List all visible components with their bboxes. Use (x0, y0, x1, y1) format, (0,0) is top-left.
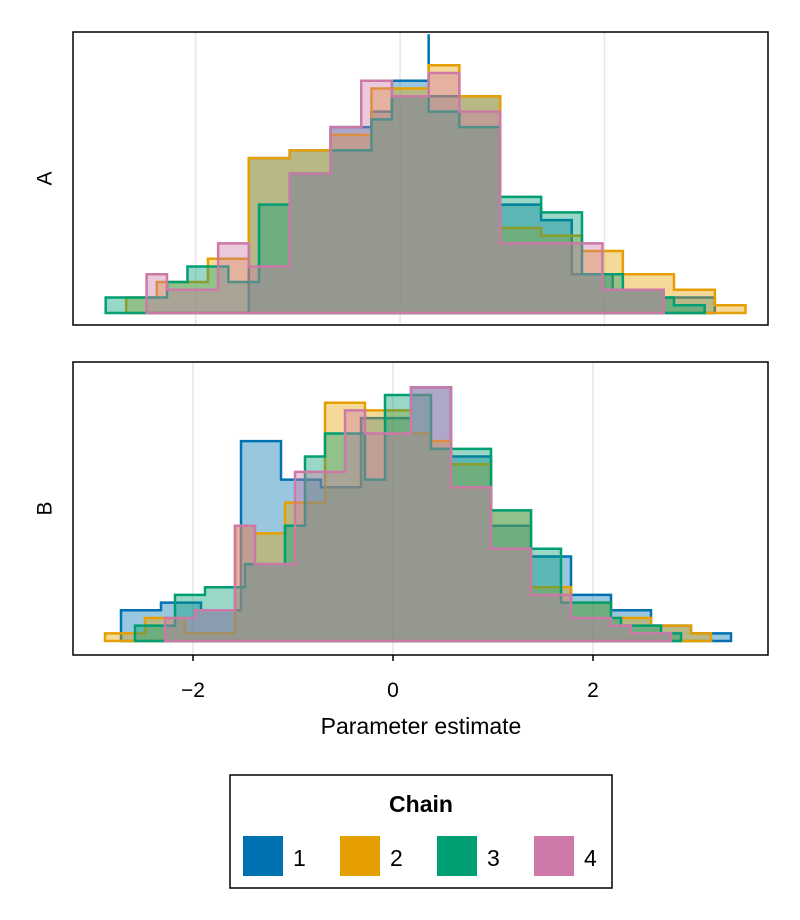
legend-label-2: 2 (390, 845, 403, 871)
panel-b: B (34, 361, 769, 656)
legend-swatch-3 (437, 836, 477, 876)
legend-items: 1 2 3 4 (243, 836, 597, 876)
panel-b-frame (72, 361, 769, 656)
histogram-series-3 (133, 393, 683, 643)
panel-a-ylabel: A (34, 171, 57, 185)
panel-b-series (103, 386, 733, 643)
legend-label-4: 4 (584, 845, 597, 871)
panel-b-ylabel: B (34, 501, 57, 515)
legend-swatch-2 (340, 836, 380, 876)
legend: Chain 1 2 3 4 (229, 774, 613, 889)
panel-a-frame (72, 31, 769, 326)
histogram-series-4 (145, 71, 665, 315)
legend-swatch-1 (243, 836, 283, 876)
x-tick-label: 0 (387, 679, 399, 702)
x-tick-label: 2 (587, 679, 599, 702)
legend-swatch-4 (534, 836, 574, 876)
legend-title: Chain (389, 791, 453, 817)
x-tick-label: −2 (181, 679, 205, 702)
x-axis-label: Parameter estimate (321, 713, 522, 739)
histogram-series-2 (124, 63, 747, 315)
histogram-series-4 (163, 386, 673, 643)
x-axis: −2 0 2 (181, 655, 599, 702)
legend-label-1: 1 (293, 845, 306, 871)
panel-a: A (34, 31, 769, 326)
legend-label-3: 3 (487, 845, 500, 871)
panel-a-series (104, 34, 747, 315)
